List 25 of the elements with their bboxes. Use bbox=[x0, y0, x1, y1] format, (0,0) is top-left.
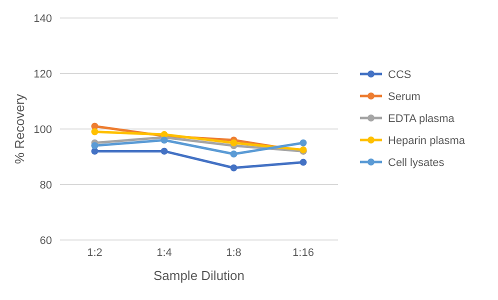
y-axis-title: % Recovery bbox=[12, 93, 27, 164]
point bbox=[91, 142, 98, 150]
legend-label: CCS bbox=[388, 68, 412, 81]
point bbox=[160, 136, 168, 144]
legend-label: Cell lysates bbox=[388, 156, 445, 169]
x-tick-label: 1:4 bbox=[156, 247, 172, 259]
point bbox=[91, 128, 98, 136]
y-tick-label: 140 bbox=[34, 12, 52, 25]
y-tick-label: 80 bbox=[40, 179, 52, 192]
y-tick-label: 60 bbox=[40, 234, 52, 247]
y-tick-label: 100 bbox=[34, 124, 52, 136]
y-tick-label: 120 bbox=[34, 68, 52, 80]
point bbox=[230, 150, 238, 158]
legend-label: Serum bbox=[388, 90, 420, 103]
point bbox=[300, 158, 307, 166]
point bbox=[300, 139, 307, 146]
x-tick-label: 1:2 bbox=[87, 247, 102, 259]
point bbox=[230, 139, 238, 146]
x-tick-label: 1:8 bbox=[226, 247, 242, 259]
x-tick-label: 1:16 bbox=[292, 247, 314, 259]
legend-label: Heparin plasma bbox=[388, 134, 466, 147]
legend-label: EDTA plasma bbox=[388, 112, 456, 125]
point bbox=[160, 148, 168, 155]
point bbox=[230, 164, 238, 172]
x-axis-title: Sample Dilution bbox=[153, 268, 245, 283]
